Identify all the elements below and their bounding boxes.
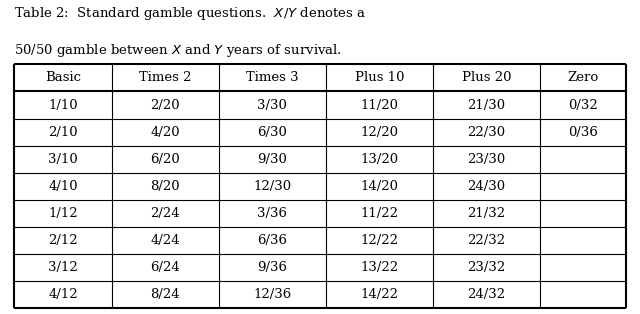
Text: 3/12: 3/12 (48, 261, 78, 274)
Text: 12/20: 12/20 (360, 126, 399, 139)
Text: 4/10: 4/10 (48, 180, 78, 193)
Text: 0/36: 0/36 (568, 126, 598, 139)
Text: 3/30: 3/30 (257, 99, 287, 111)
Text: 24/30: 24/30 (467, 180, 506, 193)
Text: 50/50 gamble between $X$ and $Y$ years of survival.: 50/50 gamble between $X$ and $Y$ years o… (14, 42, 342, 59)
Text: 23/30: 23/30 (467, 153, 506, 166)
Text: 3/36: 3/36 (257, 207, 287, 220)
Text: 4/20: 4/20 (150, 126, 180, 139)
Text: 6/36: 6/36 (257, 234, 287, 247)
Text: 6/24: 6/24 (150, 261, 180, 274)
Text: Times 2: Times 2 (139, 71, 191, 84)
Text: 9/36: 9/36 (257, 261, 287, 274)
Text: Plus 10: Plus 10 (355, 71, 404, 84)
Text: Table 2:  Standard gamble questions.  $X/Y$ denotes a: Table 2: Standard gamble questions. $X/Y… (14, 5, 367, 22)
Text: 2/20: 2/20 (150, 99, 180, 111)
Text: 6/20: 6/20 (150, 153, 180, 166)
Text: 2/24: 2/24 (150, 207, 180, 220)
Text: 13/20: 13/20 (360, 153, 399, 166)
Text: Times 3: Times 3 (246, 71, 299, 84)
Text: 21/32: 21/32 (467, 207, 506, 220)
Text: 23/32: 23/32 (467, 261, 506, 274)
Text: Plus 20: Plus 20 (461, 71, 511, 84)
Text: 12/36: 12/36 (253, 288, 292, 301)
Text: 6/30: 6/30 (257, 126, 287, 139)
Text: 14/20: 14/20 (360, 180, 399, 193)
Text: 2/12: 2/12 (48, 234, 78, 247)
Text: 11/20: 11/20 (360, 99, 399, 111)
Text: 13/22: 13/22 (360, 261, 399, 274)
Text: 8/20: 8/20 (150, 180, 180, 193)
Text: 21/30: 21/30 (467, 99, 506, 111)
Text: Zero: Zero (567, 71, 598, 84)
Text: 22/32: 22/32 (467, 234, 506, 247)
Text: 1/12: 1/12 (48, 207, 78, 220)
Text: 8/24: 8/24 (150, 288, 180, 301)
Text: 12/30: 12/30 (253, 180, 291, 193)
Text: 0/32: 0/32 (568, 99, 598, 111)
Text: 12/22: 12/22 (360, 234, 399, 247)
Text: 14/22: 14/22 (360, 288, 399, 301)
Text: 9/30: 9/30 (257, 153, 287, 166)
Text: 4/24: 4/24 (150, 234, 180, 247)
Text: 2/10: 2/10 (48, 126, 78, 139)
Text: 4/12: 4/12 (48, 288, 78, 301)
Text: 1/10: 1/10 (48, 99, 78, 111)
Text: 24/32: 24/32 (467, 288, 506, 301)
Text: Basic: Basic (45, 71, 81, 84)
Text: 11/22: 11/22 (360, 207, 399, 220)
Text: 3/10: 3/10 (48, 153, 78, 166)
Text: 22/30: 22/30 (467, 126, 506, 139)
